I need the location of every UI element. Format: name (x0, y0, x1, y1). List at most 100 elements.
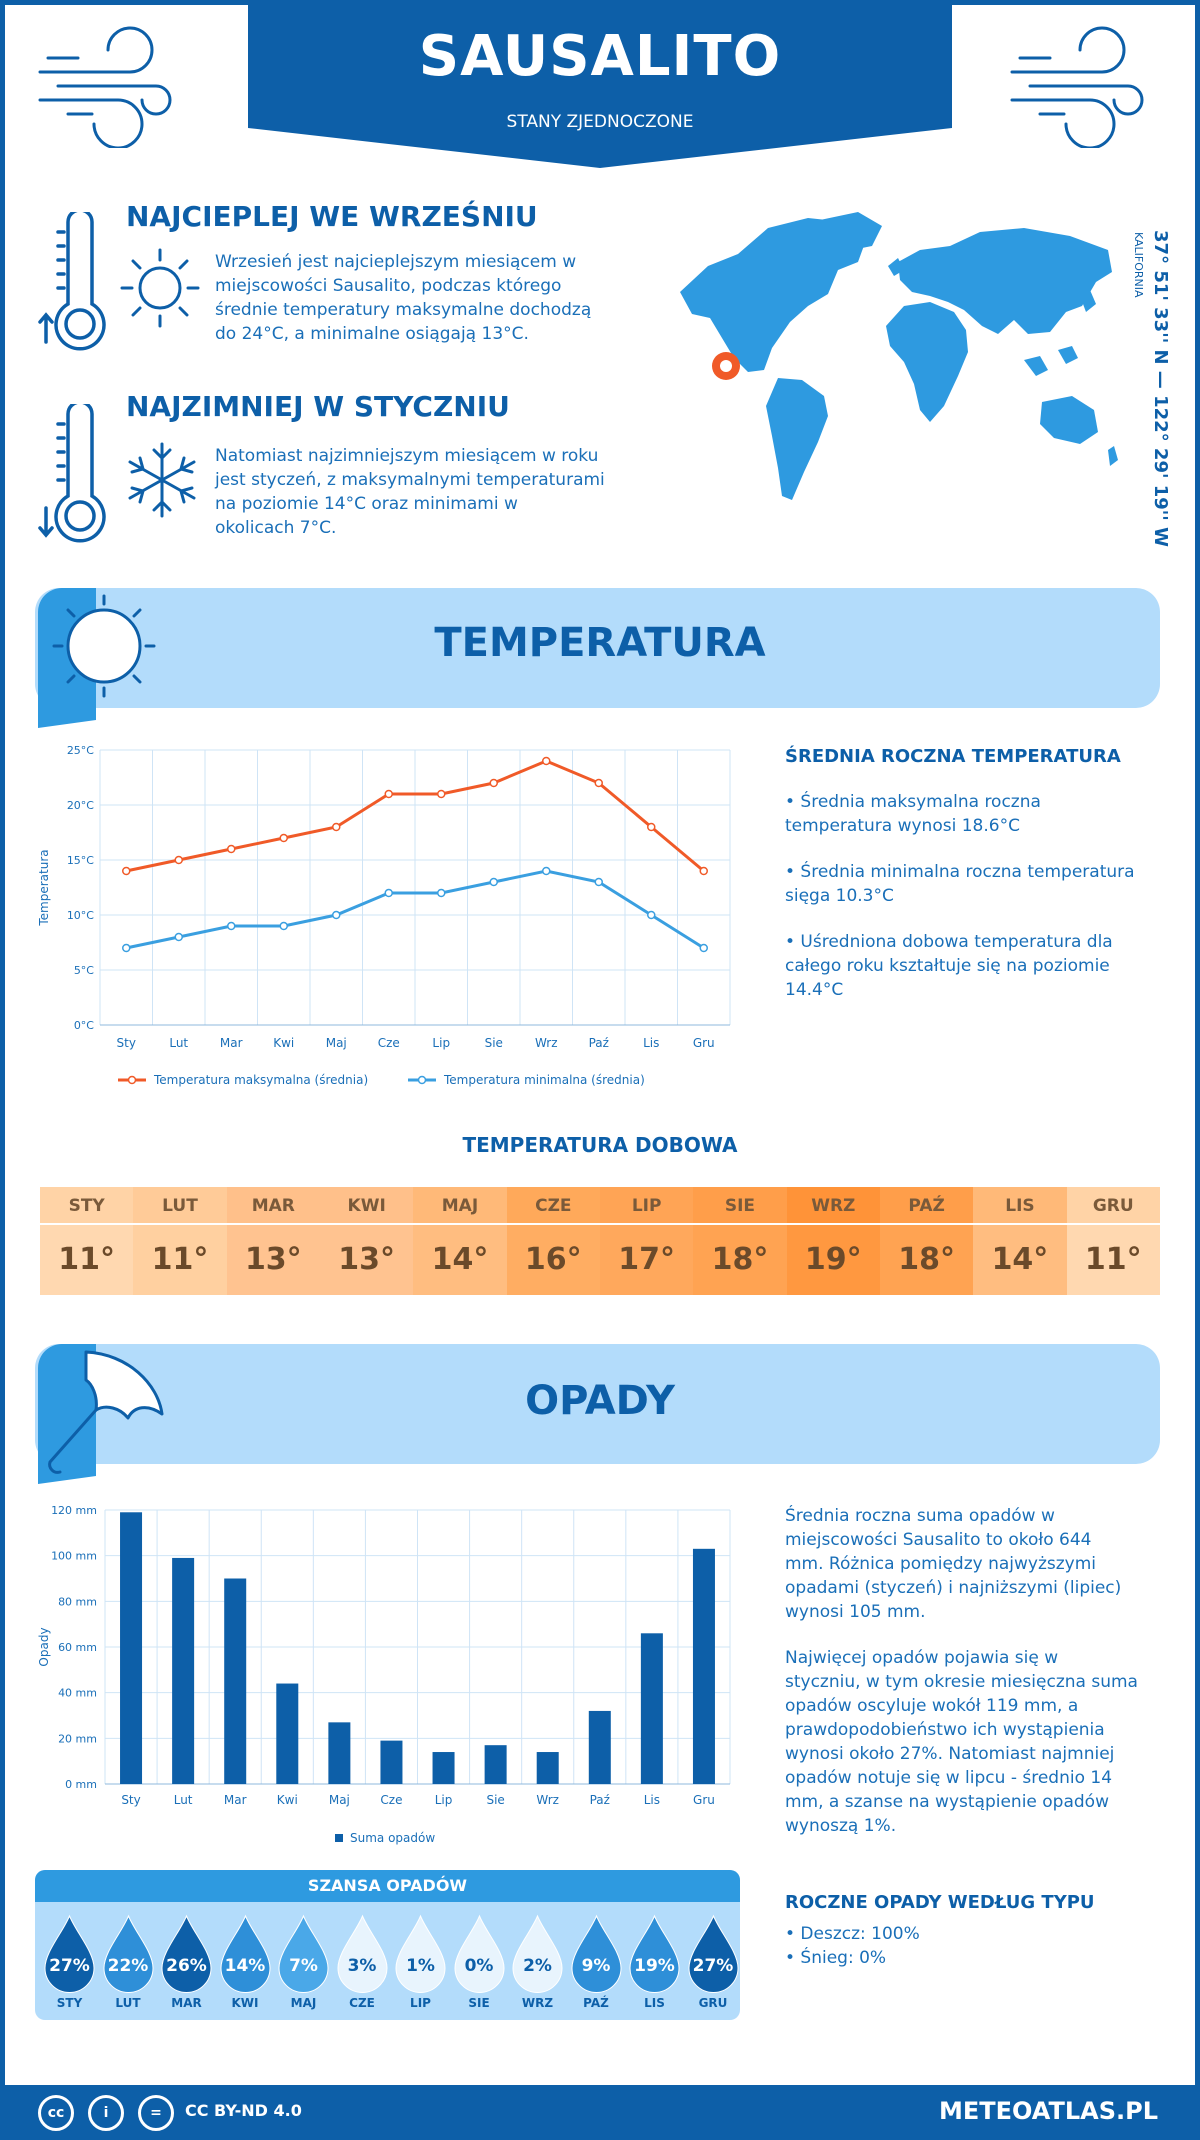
data-point (227, 921, 236, 931)
snowflake-icon (128, 442, 196, 518)
chance-value: 26% (166, 1956, 207, 1976)
x-tick-label: Maj (329, 1793, 350, 1807)
drop-icon (512, 1914, 563, 1993)
bar (432, 1752, 455, 1784)
data-point (699, 943, 708, 953)
daily-temp-value: 13° (226, 1225, 320, 1295)
x-tick-label: Lut (169, 1036, 188, 1050)
y-tick-label: 5°C (74, 964, 94, 977)
bar (328, 1722, 351, 1784)
drop-shape (336, 1914, 388, 1993)
series-line (125, 869, 705, 950)
text-line: do 24°C, a minimalne osiągają 13°C. (215, 324, 529, 344)
drop-icon (395, 1914, 446, 1993)
drop-shape (278, 1914, 329, 1993)
data-point (174, 932, 183, 942)
text-line: mm, a szanse na wystąpienie opadów (785, 1792, 1109, 1812)
text-line: Natomiast najzimniejszym miesiącem w rok… (215, 446, 599, 466)
coldest-title: NAJZIMNIEJ W STYCZNIU (126, 390, 510, 423)
chance-value: 7% (289, 1956, 318, 1976)
daily-month-label: STY (40, 1187, 134, 1225)
data-point (437, 888, 446, 898)
precip-chance-title: SZANSA OPADÓW (35, 1870, 740, 1902)
daily-temp-value: 13° (319, 1225, 414, 1295)
legend-label: Suma opadów (350, 1831, 435, 1845)
y-axis-label: Temperatura (37, 849, 51, 926)
daily-temp-cell: KWI 13° (319, 1187, 414, 1295)
bar (536, 1752, 559, 1784)
data-point (489, 877, 498, 887)
y-tick-label: 0 mm (65, 1778, 97, 1791)
drop-shape (512, 1914, 563, 1993)
precip-text: Średnia roczna suma opadów w miejscowośc… (785, 1504, 1155, 1838)
drop-icon (278, 1914, 329, 1993)
footer: cc i = CC BY-ND 4.0 METEOATLAS.PL (0, 2085, 1200, 2140)
rain-drop: 19% LIS (625, 1912, 684, 2012)
chance-month: MAJ (290, 1996, 317, 2010)
daily-temp-title: TEMPERATURA DOBOWA (462, 1133, 738, 1157)
bullet-line: • Średnia maksymalna roczna (785, 792, 1041, 812)
chance-month: LIP (410, 1996, 431, 2010)
daily-month-label: LUT (133, 1187, 227, 1225)
precip-chance-panel: SZANSA OPADÓW 27% STY 22% LUT 26% MAR 14% KWI 7%… (35, 1870, 740, 2020)
drop-icon (687, 1914, 739, 1993)
x-tick-label: Mar (224, 1793, 247, 1807)
text-line: opadów notuje się w lipcu - średnio 14 (785, 1768, 1113, 1788)
temperature-chart: 0°C 5°C 10°C 15°C 20°C 25°C Temperatura Sty Lut M… (37, 744, 731, 1087)
daily-month-label: MAJ (413, 1187, 507, 1225)
chance-value: 2% (523, 1956, 552, 1976)
daily-temp-cell: WRZ 19° (786, 1187, 880, 1295)
daily-temp-value: 14° (413, 1225, 507, 1295)
x-tick-label: Lut (174, 1793, 193, 1807)
data-point (279, 833, 288, 843)
annual-temp-title: ŚREDNIA ROCZNA TEMPERATURA (785, 746, 1121, 767)
text-line: Najwięcej opadów pojawia się w (785, 1648, 1059, 1668)
chance-month: SIE (468, 1996, 490, 2010)
temperature-title: TEMPERATURA (434, 620, 766, 666)
x-tick-label: Cze (378, 1036, 400, 1050)
legend-label: Temperatura minimalna (średnia) (443, 1073, 645, 1087)
x-tick-label: Maj (326, 1036, 347, 1050)
drop-shape (44, 1914, 95, 1993)
y-tick-label: 100 mm (51, 1550, 97, 1563)
series-line (125, 759, 705, 873)
rain-drop: 27% STY (40, 1912, 99, 2012)
bar (640, 1633, 663, 1784)
drop-icon (570, 1914, 622, 1993)
x-tick-label: Lip (435, 1793, 453, 1807)
chance-month: GRU (698, 1996, 728, 2010)
text-line: na poziomie 14°C oraz minimami w (215, 494, 518, 514)
drop-icon (453, 1914, 505, 1993)
data-point (437, 789, 446, 799)
bullet-line: sięga 10.3°C (785, 886, 894, 906)
data-point (384, 789, 393, 799)
daily-temp-value: 16° (506, 1225, 600, 1295)
rain-drop: 14% KWI (216, 1912, 275, 2012)
drop-icon (161, 1914, 212, 1993)
daily-month-label: GRU (1066, 1187, 1160, 1225)
daily-month-label: LIS (973, 1187, 1067, 1225)
bar (120, 1512, 143, 1784)
daily-month-label: CZE (506, 1187, 600, 1225)
rain-drop: 1% LIP (391, 1912, 450, 2012)
daily-month-label: SIE (693, 1187, 787, 1225)
chance-value: 14% (224, 1956, 266, 1976)
data-point (647, 910, 656, 920)
data-point (542, 866, 551, 876)
x-tick-label: Sie (485, 1036, 503, 1050)
rain-drop: 27% GRU (684, 1912, 741, 2012)
rain-drop: 3% CZE (333, 1912, 392, 2012)
site-link[interactable]: METEOATLAS.PL (938, 2097, 1158, 2125)
drop-shape (687, 1914, 739, 1993)
chance-value: 1% (406, 1956, 435, 1976)
bar (172, 1557, 195, 1784)
rain-drop: 9% PAŹ (567, 1912, 626, 2012)
title-banner: SAUSALITO STANY ZJEDNOCZONE (248, 0, 952, 168)
daily-month-label: WRZ (786, 1187, 880, 1225)
umbrella-icon (38, 1344, 164, 1484)
text-line: miejscowości Sausalito to około 644 (785, 1530, 1092, 1550)
chance-value: 22% (107, 1956, 149, 1976)
rain-drop: 0% SIE (450, 1912, 509, 2012)
daily-month-label: KWI (319, 1187, 414, 1225)
x-tick-label: Cze (380, 1793, 402, 1807)
